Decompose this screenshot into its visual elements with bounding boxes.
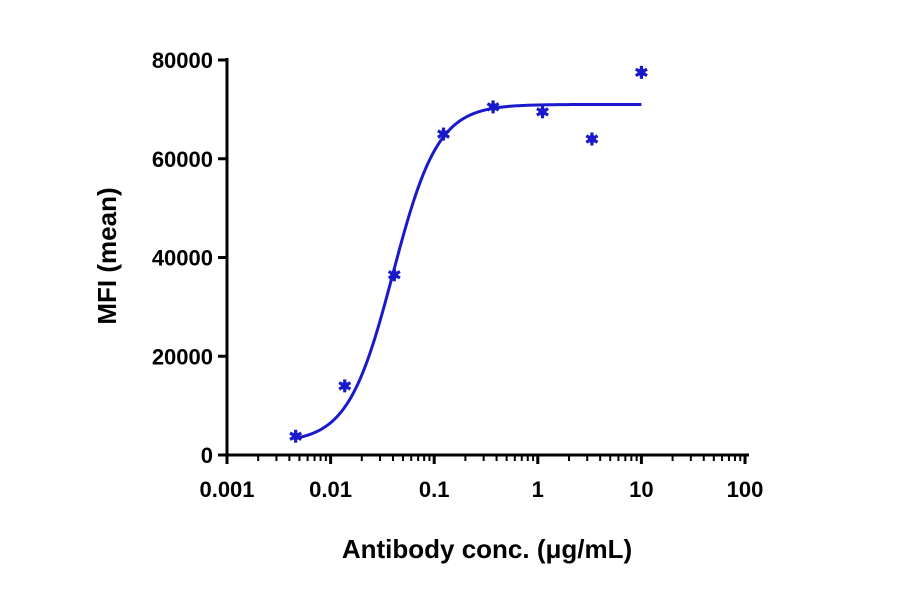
tick-labels: 0.001 0.01 0.1 1 10 100 0 20000 40000 60000 80000 xyxy=(152,48,764,502)
x-tick-label: 10 xyxy=(629,477,653,502)
x-tick-label: 100 xyxy=(727,477,764,502)
data-point-arm xyxy=(437,129,450,139)
x-tick-label: 1 xyxy=(532,477,544,502)
data-point-arm xyxy=(634,67,648,77)
x-tick-label: 0.1 xyxy=(419,477,450,502)
y-tick-label: 0 xyxy=(201,443,213,468)
data-point xyxy=(585,132,599,146)
data-point xyxy=(486,100,500,114)
x-axis-title: Antibody conc. (μg/mL) xyxy=(342,534,632,564)
y-axis-title: MFI (mean) xyxy=(92,187,122,324)
x-tick-label: 0.001 xyxy=(199,477,254,502)
y-tick-label: 80000 xyxy=(152,48,213,73)
data-point xyxy=(634,65,648,79)
data-point xyxy=(387,268,401,282)
axes xyxy=(225,58,749,457)
plot-area xyxy=(289,65,648,443)
data-point-arm xyxy=(289,431,303,441)
fit-curve xyxy=(295,102,642,440)
y-tick-label: 40000 xyxy=(152,246,213,271)
y-tick-label: 60000 xyxy=(152,147,213,172)
data-point-arm xyxy=(536,107,549,117)
data-point-arm xyxy=(486,102,500,112)
data-point xyxy=(437,127,450,141)
data-point-arm xyxy=(585,134,599,144)
data-point-arm xyxy=(338,381,352,391)
data-point xyxy=(536,105,549,119)
y-tick-label: 20000 xyxy=(152,344,213,369)
x-tick-label: 0.01 xyxy=(309,477,352,502)
data-point-arm xyxy=(387,270,401,280)
ticks xyxy=(218,58,747,464)
data-point xyxy=(289,429,303,443)
data-point xyxy=(338,379,352,393)
